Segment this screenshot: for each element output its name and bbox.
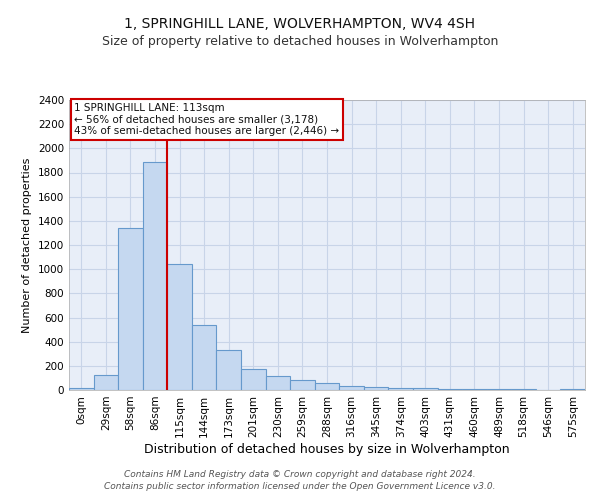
X-axis label: Distribution of detached houses by size in Wolverhampton: Distribution of detached houses by size … <box>144 442 510 456</box>
Bar <box>437 389 462 390</box>
Text: Contains public sector information licensed under the Open Government Licence v3: Contains public sector information licen… <box>104 482 496 491</box>
Bar <box>69 388 94 390</box>
Bar <box>241 370 266 390</box>
Text: Size of property relative to detached houses in Wolverhampton: Size of property relative to detached ho… <box>102 35 498 48</box>
Text: 1, SPRINGHILL LANE, WOLVERHAMPTON, WV4 4SH: 1, SPRINGHILL LANE, WOLVERHAMPTON, WV4 4… <box>125 18 476 32</box>
Bar <box>217 350 241 390</box>
Y-axis label: Number of detached properties: Number of detached properties <box>22 158 32 332</box>
Bar <box>290 380 315 390</box>
Bar <box>364 387 388 390</box>
Bar <box>143 162 167 390</box>
Bar <box>560 389 585 390</box>
Bar <box>388 388 413 390</box>
Text: Contains HM Land Registry data © Crown copyright and database right 2024.: Contains HM Land Registry data © Crown c… <box>124 470 476 479</box>
Bar <box>167 264 192 390</box>
Text: 1 SPRINGHILL LANE: 113sqm
← 56% of detached houses are smaller (3,178)
43% of se: 1 SPRINGHILL LANE: 113sqm ← 56% of detac… <box>74 103 339 136</box>
Bar <box>266 376 290 390</box>
Bar <box>94 375 118 390</box>
Bar <box>339 386 364 390</box>
Bar <box>487 388 511 390</box>
Bar <box>315 383 339 390</box>
Bar <box>192 325 217 390</box>
Bar <box>118 228 143 390</box>
Bar <box>413 388 437 390</box>
